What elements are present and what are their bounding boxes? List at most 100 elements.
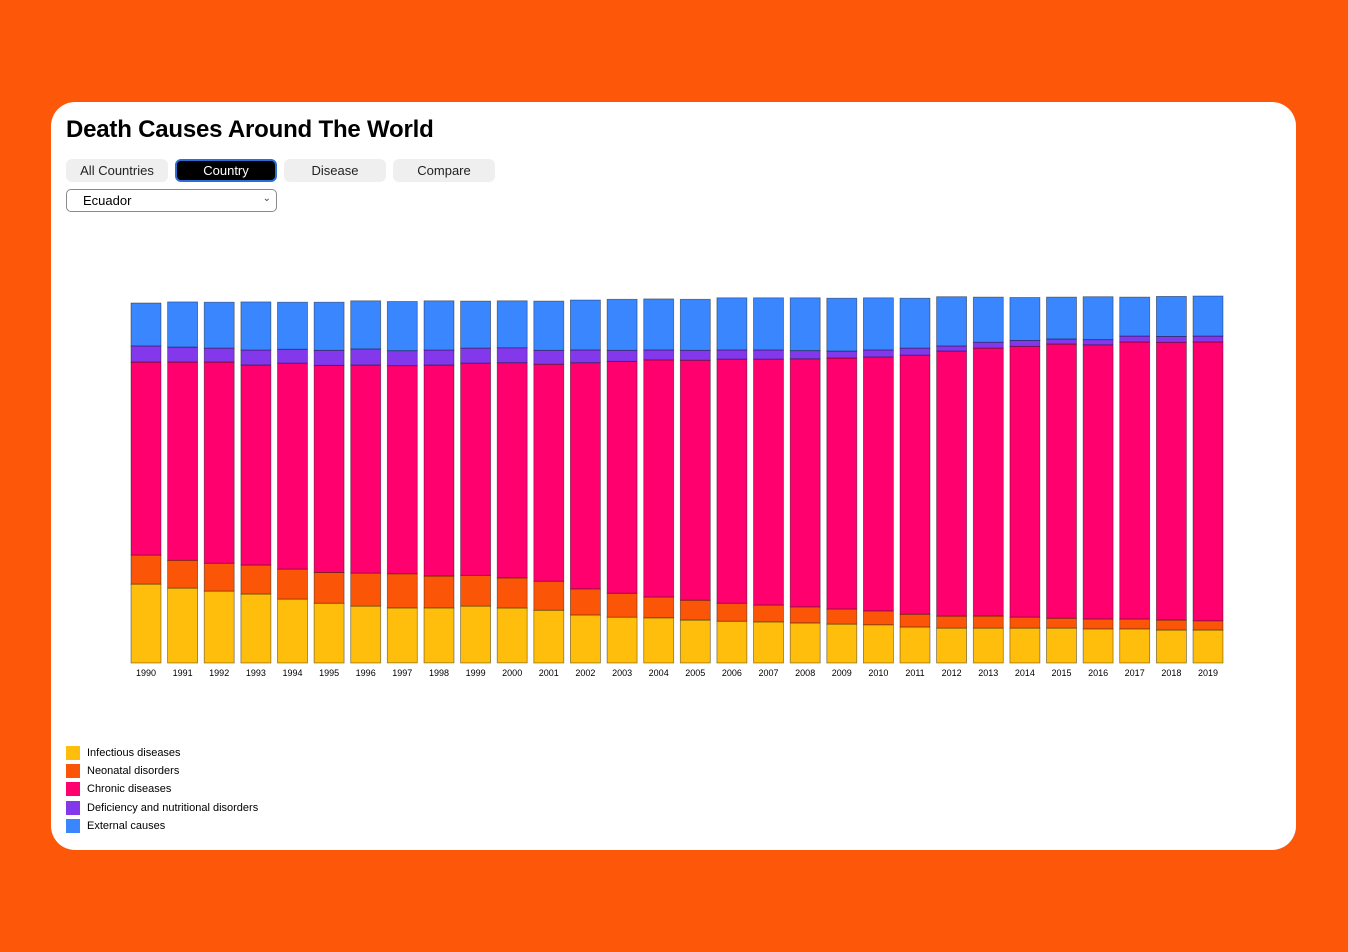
tab-disease[interactable]: Disease [284, 159, 386, 182]
bar-segment-2014-infectious-diseases[interactable] [1009, 627, 1041, 664]
bar-segment-2007-neonatal-disorders[interactable] [753, 604, 784, 623]
bar-segment-1994-external-causes[interactable] [277, 301, 308, 350]
bar-segment-2000-external-causes[interactable] [496, 300, 528, 349]
bar-segment-1992-chronic-diseases[interactable] [203, 361, 235, 564]
bar-segment-2005-neonatal-disorders[interactable] [679, 599, 711, 621]
bar-segment-2004-infectious-diseases[interactable] [643, 617, 675, 664]
bar-segment-2008-infectious-diseases[interactable] [789, 622, 821, 664]
bar-segment-1998-deficiency-and-nutritional-disorders[interactable] [423, 349, 455, 366]
bar-segment-2002-infectious-diseases[interactable] [570, 614, 601, 664]
bar-segment-2011-neonatal-disorders[interactable] [899, 613, 931, 628]
bar-segment-1999-infectious-diseases[interactable] [460, 605, 492, 664]
bar-segment-1990-external-causes[interactable] [130, 302, 162, 347]
bar-segment-2001-external-causes[interactable] [533, 300, 565, 351]
bar-segment-2009-neonatal-disorders[interactable] [826, 608, 858, 625]
bar-segment-1991-chronic-diseases[interactable] [167, 361, 198, 561]
bar-segment-1995-chronic-diseases[interactable] [313, 364, 345, 573]
bar-segment-1992-infectious-diseases[interactable] [203, 590, 235, 664]
bar-segment-2006-chronic-diseases[interactable] [716, 358, 748, 604]
bar-segment-2001-neonatal-disorders[interactable] [533, 580, 565, 611]
bar-segment-2019-deficiency-and-nutritional-disorders[interactable] [1192, 335, 1224, 343]
bar-segment-2006-external-causes[interactable] [716, 297, 748, 351]
bar-segment-2011-infectious-diseases[interactable] [899, 626, 931, 664]
bar-segment-2018-deficiency-and-nutritional-disorders[interactable] [1156, 335, 1187, 343]
bar-segment-2002-external-causes[interactable] [570, 299, 601, 351]
bar-segment-1991-external-causes[interactable] [167, 301, 198, 348]
bar-segment-1999-neonatal-disorders[interactable] [460, 574, 492, 607]
bar-segment-1998-neonatal-disorders[interactable] [423, 575, 455, 609]
bar-segment-2004-chronic-diseases[interactable] [643, 359, 675, 598]
bar-segment-2010-deficiency-and-nutritional-disorders[interactable] [863, 349, 894, 358]
bar-segment-1996-external-causes[interactable] [350, 300, 382, 350]
bar-segment-2003-neonatal-disorders[interactable] [606, 592, 638, 618]
bar-segment-1994-deficiency-and-nutritional-disorders[interactable] [277, 348, 308, 364]
bar-segment-2014-neonatal-disorders[interactable] [1009, 616, 1041, 629]
bar-segment-1999-deficiency-and-nutritional-disorders[interactable] [460, 347, 492, 364]
bar-segment-2004-external-causes[interactable] [643, 298, 675, 351]
bar-segment-2019-chronic-diseases[interactable] [1192, 341, 1224, 622]
bar-segment-1999-chronic-diseases[interactable] [460, 362, 492, 576]
bar-segment-2009-chronic-diseases[interactable] [826, 357, 858, 610]
bar-segment-1990-deficiency-and-nutritional-disorders[interactable] [130, 345, 162, 363]
bar-segment-2009-deficiency-and-nutritional-disorders[interactable] [826, 350, 858, 359]
bar-segment-2000-neonatal-disorders[interactable] [496, 577, 528, 609]
bar-segment-1997-deficiency-and-nutritional-disorders[interactable] [386, 350, 418, 367]
bar-segment-2014-chronic-diseases[interactable] [1009, 345, 1041, 618]
bar-segment-2007-external-causes[interactable] [753, 297, 784, 351]
bar-segment-1996-infectious-diseases[interactable] [350, 605, 382, 664]
bar-segment-1997-infectious-diseases[interactable] [386, 607, 418, 664]
bar-segment-2008-deficiency-and-nutritional-disorders[interactable] [789, 350, 821, 360]
bar-segment-2006-deficiency-and-nutritional-disorders[interactable] [716, 349, 748, 360]
bar-segment-2019-external-causes[interactable] [1192, 295, 1224, 337]
bar-segment-2012-chronic-diseases[interactable] [936, 350, 967, 617]
bar-segment-2011-deficiency-and-nutritional-disorders[interactable] [899, 347, 931, 356]
bar-segment-1990-infectious-diseases[interactable] [130, 583, 162, 664]
bar-segment-2010-neonatal-disorders[interactable] [863, 610, 894, 626]
bar-segment-1993-infectious-diseases[interactable] [240, 593, 272, 664]
bar-segment-2005-external-causes[interactable] [679, 298, 711, 351]
bar-segment-1997-external-causes[interactable] [386, 301, 418, 352]
bar-segment-2012-external-causes[interactable] [936, 296, 967, 347]
tab-compare[interactable]: Compare [393, 159, 495, 182]
bar-segment-2005-infectious-diseases[interactable] [679, 619, 711, 664]
bar-segment-2019-infectious-diseases[interactable] [1192, 629, 1224, 664]
bar-segment-2000-deficiency-and-nutritional-disorders[interactable] [496, 347, 528, 364]
bar-segment-2013-chronic-diseases[interactable] [972, 347, 1004, 617]
bar-segment-1995-neonatal-disorders[interactable] [313, 571, 345, 604]
bar-segment-1998-chronic-diseases[interactable] [423, 364, 455, 577]
bar-segment-2016-deficiency-and-nutritional-disorders[interactable] [1082, 339, 1114, 346]
tab-country[interactable]: Country [175, 159, 277, 182]
bar-segment-1996-chronic-diseases[interactable] [350, 364, 382, 574]
bar-segment-2015-external-causes[interactable] [1046, 296, 1077, 340]
bar-segment-2002-chronic-diseases[interactable] [570, 362, 601, 590]
bar-segment-2006-neonatal-disorders[interactable] [716, 602, 748, 622]
bar-segment-2018-external-causes[interactable] [1156, 295, 1187, 337]
bar-segment-1998-infectious-diseases[interactable] [423, 607, 455, 664]
bar-segment-2010-infectious-diseases[interactable] [863, 624, 894, 664]
bar-segment-2003-deficiency-and-nutritional-disorders[interactable] [606, 349, 638, 362]
bar-segment-2001-chronic-diseases[interactable] [533, 363, 565, 582]
bar-segment-2002-neonatal-disorders[interactable] [570, 588, 601, 616]
bar-segment-2011-chronic-diseases[interactable] [899, 354, 931, 615]
bar-segment-2019-neonatal-disorders[interactable] [1192, 620, 1224, 631]
bar-segment-1993-external-causes[interactable] [240, 301, 272, 351]
bar-segment-2012-infectious-diseases[interactable] [936, 627, 967, 664]
bar-segment-2012-deficiency-and-nutritional-disorders[interactable] [936, 345, 967, 352]
bar-segment-2015-chronic-diseases[interactable] [1046, 343, 1077, 619]
bar-segment-1993-neonatal-disorders[interactable] [240, 564, 272, 595]
bar-segment-2016-chronic-diseases[interactable] [1082, 344, 1114, 620]
bar-segment-2016-infectious-diseases[interactable] [1082, 628, 1114, 664]
bar-segment-1998-external-causes[interactable] [423, 300, 455, 351]
bar-segment-1991-deficiency-and-nutritional-disorders[interactable] [167, 346, 198, 363]
bar-segment-2017-external-causes[interactable] [1119, 296, 1151, 337]
bar-segment-1992-external-causes[interactable] [203, 301, 235, 349]
bar-segment-2015-deficiency-and-nutritional-disorders[interactable] [1046, 338, 1077, 345]
bar-segment-2001-deficiency-and-nutritional-disorders[interactable] [533, 349, 565, 365]
bar-segment-2017-chronic-diseases[interactable] [1119, 341, 1151, 620]
bar-segment-1994-chronic-diseases[interactable] [277, 362, 308, 570]
bar-segment-2005-deficiency-and-nutritional-disorders[interactable] [679, 349, 711, 361]
bar-segment-2017-neonatal-disorders[interactable] [1119, 618, 1151, 630]
bar-segment-2008-chronic-diseases[interactable] [789, 358, 821, 608]
bar-segment-2005-chronic-diseases[interactable] [679, 359, 711, 601]
bar-segment-2017-deficiency-and-nutritional-disorders[interactable] [1119, 335, 1151, 343]
